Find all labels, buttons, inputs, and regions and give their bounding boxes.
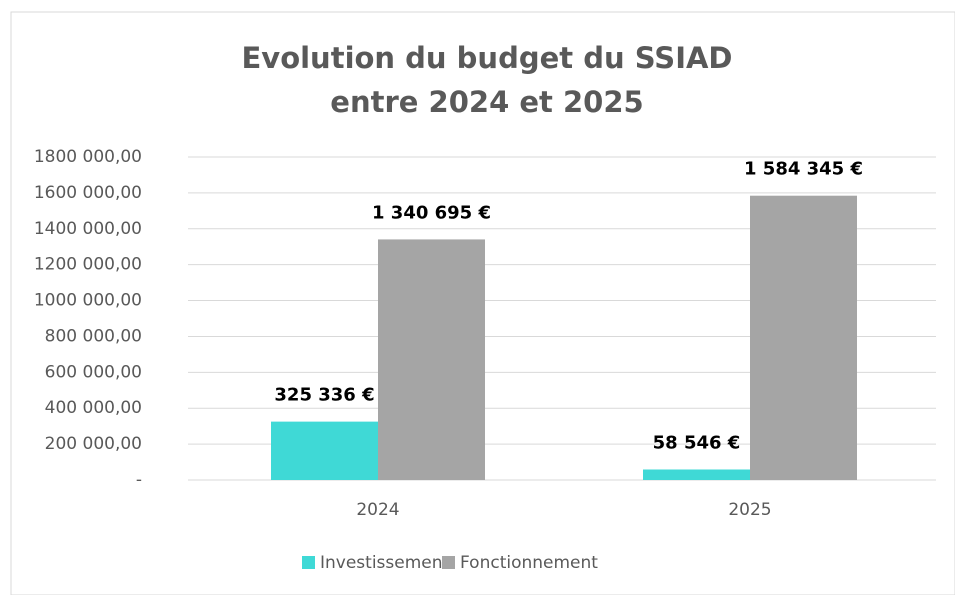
bar [271,421,378,480]
x-tick-label: 2024 [356,500,399,520]
x-tick-label: 2025 [728,500,771,520]
y-tick-label: 400 000,00 [45,398,142,418]
legend-label: Fonctionnement [460,553,598,573]
y-tick-label: 1200 000,00 [34,255,142,275]
y-tick-label: 800 000,00 [45,326,142,346]
y-tick-label: 1600 000,00 [34,183,142,203]
y-tick-label: 1400 000,00 [34,219,142,239]
value-label: 325 336 € [274,385,374,406]
bar [378,239,485,480]
y-tick-label: - [136,470,142,490]
legend-swatch [442,556,455,569]
y-tick-label: 200 000,00 [45,434,142,454]
value-label: 1 340 695 € [372,202,491,223]
y-tick-label: 1800 000,00 [34,147,142,167]
bar [750,195,857,480]
y-tick-label: 600 000,00 [45,362,142,382]
value-label: 1 584 345 € [744,159,863,180]
legend-label: Investissement [320,553,450,573]
bar [643,469,750,480]
chart-title: Evolution du budget du SSIAD [241,41,732,75]
chart-title: entre 2024 et 2025 [330,85,643,119]
y-tick-label: 1000 000,00 [34,291,142,311]
legend-swatch [302,556,315,569]
value-label: 58 546 € [653,432,741,453]
